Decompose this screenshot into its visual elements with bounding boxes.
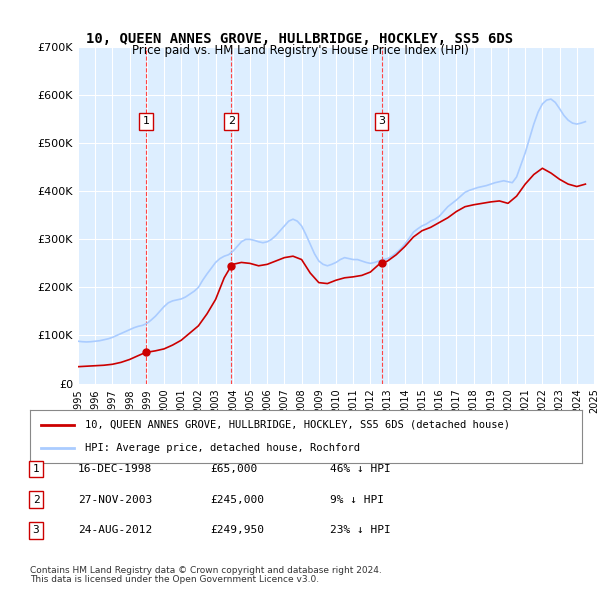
Text: £65,000: £65,000 — [210, 464, 257, 474]
Text: 3: 3 — [32, 526, 40, 535]
Text: 3: 3 — [378, 116, 385, 126]
Text: Contains HM Land Registry data © Crown copyright and database right 2024.: Contains HM Land Registry data © Crown c… — [30, 566, 382, 575]
Text: 1: 1 — [32, 464, 40, 474]
Text: 16-DEC-1998: 16-DEC-1998 — [78, 464, 152, 474]
Text: Price paid vs. HM Land Registry's House Price Index (HPI): Price paid vs. HM Land Registry's House … — [131, 44, 469, 57]
Text: £249,950: £249,950 — [210, 526, 264, 535]
Text: HPI: Average price, detached house, Rochford: HPI: Average price, detached house, Roch… — [85, 443, 360, 453]
Text: £245,000: £245,000 — [210, 495, 264, 504]
Text: 46% ↓ HPI: 46% ↓ HPI — [330, 464, 391, 474]
Text: 27-NOV-2003: 27-NOV-2003 — [78, 495, 152, 504]
Text: 23% ↓ HPI: 23% ↓ HPI — [330, 526, 391, 535]
Text: This data is licensed under the Open Government Licence v3.0.: This data is licensed under the Open Gov… — [30, 575, 319, 584]
Text: 10, QUEEN ANNES GROVE, HULLBRIDGE, HOCKLEY, SS5 6DS (detached house): 10, QUEEN ANNES GROVE, HULLBRIDGE, HOCKL… — [85, 420, 510, 430]
Text: 2: 2 — [227, 116, 235, 126]
Text: 24-AUG-2012: 24-AUG-2012 — [78, 526, 152, 535]
Text: 9% ↓ HPI: 9% ↓ HPI — [330, 495, 384, 504]
Text: 1: 1 — [143, 116, 149, 126]
Text: 2: 2 — [32, 495, 40, 504]
Text: 10, QUEEN ANNES GROVE, HULLBRIDGE, HOCKLEY, SS5 6DS: 10, QUEEN ANNES GROVE, HULLBRIDGE, HOCKL… — [86, 32, 514, 47]
